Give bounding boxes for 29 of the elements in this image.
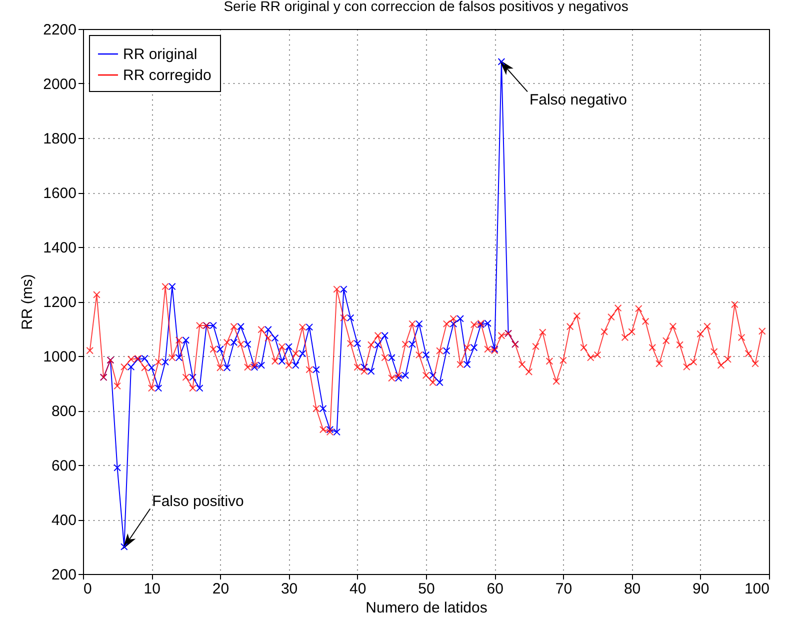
x-tick-label: 50	[418, 580, 435, 598]
y-tick-label: 1800	[43, 130, 76, 148]
y-tick-label: 1000	[43, 348, 76, 366]
y-axis-title: RR (ms)	[19, 274, 36, 330]
legend-label: RR original	[123, 46, 198, 63]
annotation: Falso positivo	[152, 492, 244, 510]
y-tick-label: 200	[51, 566, 76, 584]
x-tick-label: 60	[486, 580, 504, 598]
x-tick-label: 80	[624, 580, 641, 598]
x-tick-label: 100	[744, 580, 770, 598]
x-tick-label: 90	[692, 580, 710, 598]
chart-title: Serie RR original y con correccion de falsos positivos y negativos	[224, 0, 628, 14]
x-tick-label: 20	[212, 580, 230, 598]
y-tick-label: 2000	[43, 76, 76, 93]
y-tick-label: 2200	[43, 22, 76, 38]
x-tick-label: 0	[84, 580, 92, 598]
legend-label: RR corregido	[123, 67, 212, 84]
y-tick-label: 1600	[43, 185, 76, 202]
x-axis-title: Numero de latidos	[366, 600, 488, 616]
y-tick-label: 600	[51, 458, 76, 474]
x-tick-label: 30	[280, 580, 298, 598]
x-tick-label: 40	[350, 580, 366, 598]
y-tick-label: 1200	[43, 294, 76, 311]
annotation: Falso negativo	[529, 92, 628, 109]
y-tick-label: 800	[51, 403, 76, 420]
x-tick-label: 70	[555, 580, 572, 598]
y-tick-label: 1400	[43, 240, 76, 256]
x-tick-label: 10	[144, 580, 160, 598]
y-tick-label: 400	[51, 512, 76, 529]
